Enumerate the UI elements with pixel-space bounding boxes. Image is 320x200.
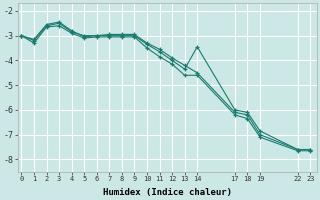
X-axis label: Humidex (Indice chaleur): Humidex (Indice chaleur) xyxy=(103,188,232,197)
